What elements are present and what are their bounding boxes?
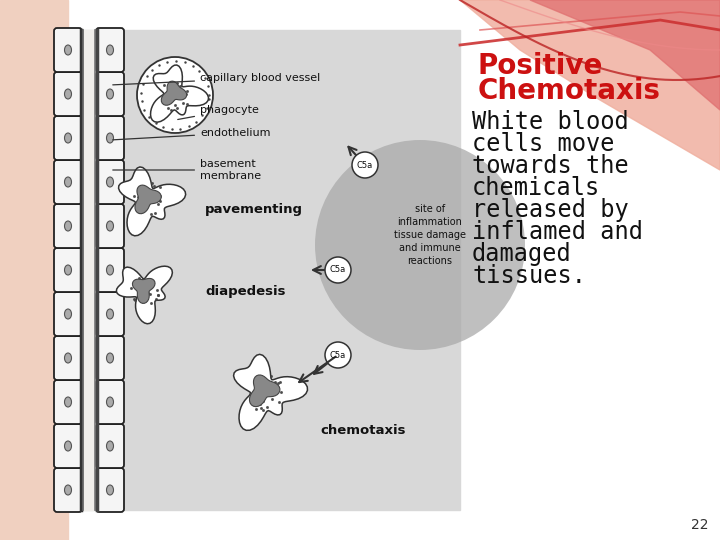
Circle shape bbox=[315, 140, 525, 350]
Polygon shape bbox=[161, 81, 186, 105]
Ellipse shape bbox=[65, 309, 71, 319]
Polygon shape bbox=[150, 65, 209, 122]
FancyBboxPatch shape bbox=[96, 468, 124, 512]
Text: Chemotaxis: Chemotaxis bbox=[478, 77, 661, 105]
Ellipse shape bbox=[65, 265, 71, 275]
Polygon shape bbox=[117, 266, 172, 324]
Text: C5a: C5a bbox=[330, 350, 346, 360]
Ellipse shape bbox=[65, 177, 71, 187]
Text: pavementing: pavementing bbox=[205, 204, 303, 217]
Text: damaged: damaged bbox=[472, 242, 572, 266]
FancyBboxPatch shape bbox=[54, 380, 82, 424]
Text: phagocyte: phagocyte bbox=[178, 105, 259, 119]
Circle shape bbox=[137, 57, 213, 133]
FancyBboxPatch shape bbox=[96, 424, 124, 468]
FancyBboxPatch shape bbox=[96, 160, 124, 204]
Ellipse shape bbox=[107, 441, 114, 451]
Text: tissues.: tissues. bbox=[472, 264, 586, 288]
Text: 22: 22 bbox=[690, 518, 708, 532]
FancyBboxPatch shape bbox=[54, 248, 82, 292]
FancyBboxPatch shape bbox=[54, 424, 82, 468]
FancyBboxPatch shape bbox=[54, 468, 82, 512]
Circle shape bbox=[325, 342, 351, 368]
FancyBboxPatch shape bbox=[96, 336, 124, 380]
Polygon shape bbox=[68, 30, 460, 510]
FancyBboxPatch shape bbox=[96, 204, 124, 248]
Ellipse shape bbox=[107, 265, 114, 275]
Ellipse shape bbox=[107, 45, 114, 55]
Text: basement
membrane: basement membrane bbox=[113, 159, 261, 181]
Text: site of
inflammation
tissue damage
and immune
reactions: site of inflammation tissue damage and i… bbox=[394, 205, 466, 266]
Text: White blood: White blood bbox=[472, 110, 629, 134]
Polygon shape bbox=[233, 354, 307, 430]
Ellipse shape bbox=[107, 485, 114, 495]
Ellipse shape bbox=[107, 177, 114, 187]
Polygon shape bbox=[0, 0, 68, 540]
Text: Positive: Positive bbox=[478, 52, 603, 80]
Ellipse shape bbox=[65, 353, 71, 363]
FancyBboxPatch shape bbox=[54, 116, 82, 160]
Ellipse shape bbox=[65, 133, 71, 143]
Polygon shape bbox=[119, 167, 186, 236]
FancyBboxPatch shape bbox=[54, 336, 82, 380]
Polygon shape bbox=[530, 0, 720, 110]
Ellipse shape bbox=[65, 485, 71, 495]
Ellipse shape bbox=[107, 221, 114, 231]
Ellipse shape bbox=[107, 353, 114, 363]
Ellipse shape bbox=[65, 397, 71, 407]
FancyBboxPatch shape bbox=[96, 28, 124, 72]
Ellipse shape bbox=[107, 133, 114, 143]
FancyBboxPatch shape bbox=[96, 292, 124, 336]
FancyBboxPatch shape bbox=[54, 72, 82, 116]
Ellipse shape bbox=[107, 397, 114, 407]
Polygon shape bbox=[68, 30, 110, 510]
Text: C5a: C5a bbox=[330, 266, 346, 274]
Polygon shape bbox=[132, 279, 155, 303]
FancyBboxPatch shape bbox=[96, 248, 124, 292]
FancyBboxPatch shape bbox=[54, 204, 82, 248]
Polygon shape bbox=[460, 0, 720, 170]
FancyBboxPatch shape bbox=[54, 28, 82, 72]
Ellipse shape bbox=[65, 221, 71, 231]
Text: capillary blood vessel: capillary blood vessel bbox=[113, 73, 320, 85]
Text: diapedesis: diapedesis bbox=[205, 286, 286, 299]
Ellipse shape bbox=[65, 441, 71, 451]
FancyBboxPatch shape bbox=[96, 72, 124, 116]
Circle shape bbox=[352, 152, 378, 178]
Text: towards the: towards the bbox=[472, 154, 629, 178]
Text: cells move: cells move bbox=[472, 132, 614, 156]
FancyBboxPatch shape bbox=[54, 160, 82, 204]
Text: inflamed and: inflamed and bbox=[472, 220, 643, 244]
FancyBboxPatch shape bbox=[96, 116, 124, 160]
Text: endothelium: endothelium bbox=[113, 128, 271, 140]
FancyBboxPatch shape bbox=[54, 292, 82, 336]
Text: C5a: C5a bbox=[357, 160, 373, 170]
Polygon shape bbox=[249, 375, 280, 407]
Circle shape bbox=[325, 257, 351, 283]
Text: released by: released by bbox=[472, 198, 629, 222]
Ellipse shape bbox=[107, 89, 114, 99]
FancyBboxPatch shape bbox=[96, 380, 124, 424]
Ellipse shape bbox=[107, 309, 114, 319]
Ellipse shape bbox=[65, 89, 71, 99]
Text: chemicals: chemicals bbox=[472, 176, 600, 200]
Text: chemotaxis: chemotaxis bbox=[320, 423, 405, 436]
Ellipse shape bbox=[65, 45, 71, 55]
Polygon shape bbox=[135, 185, 161, 214]
